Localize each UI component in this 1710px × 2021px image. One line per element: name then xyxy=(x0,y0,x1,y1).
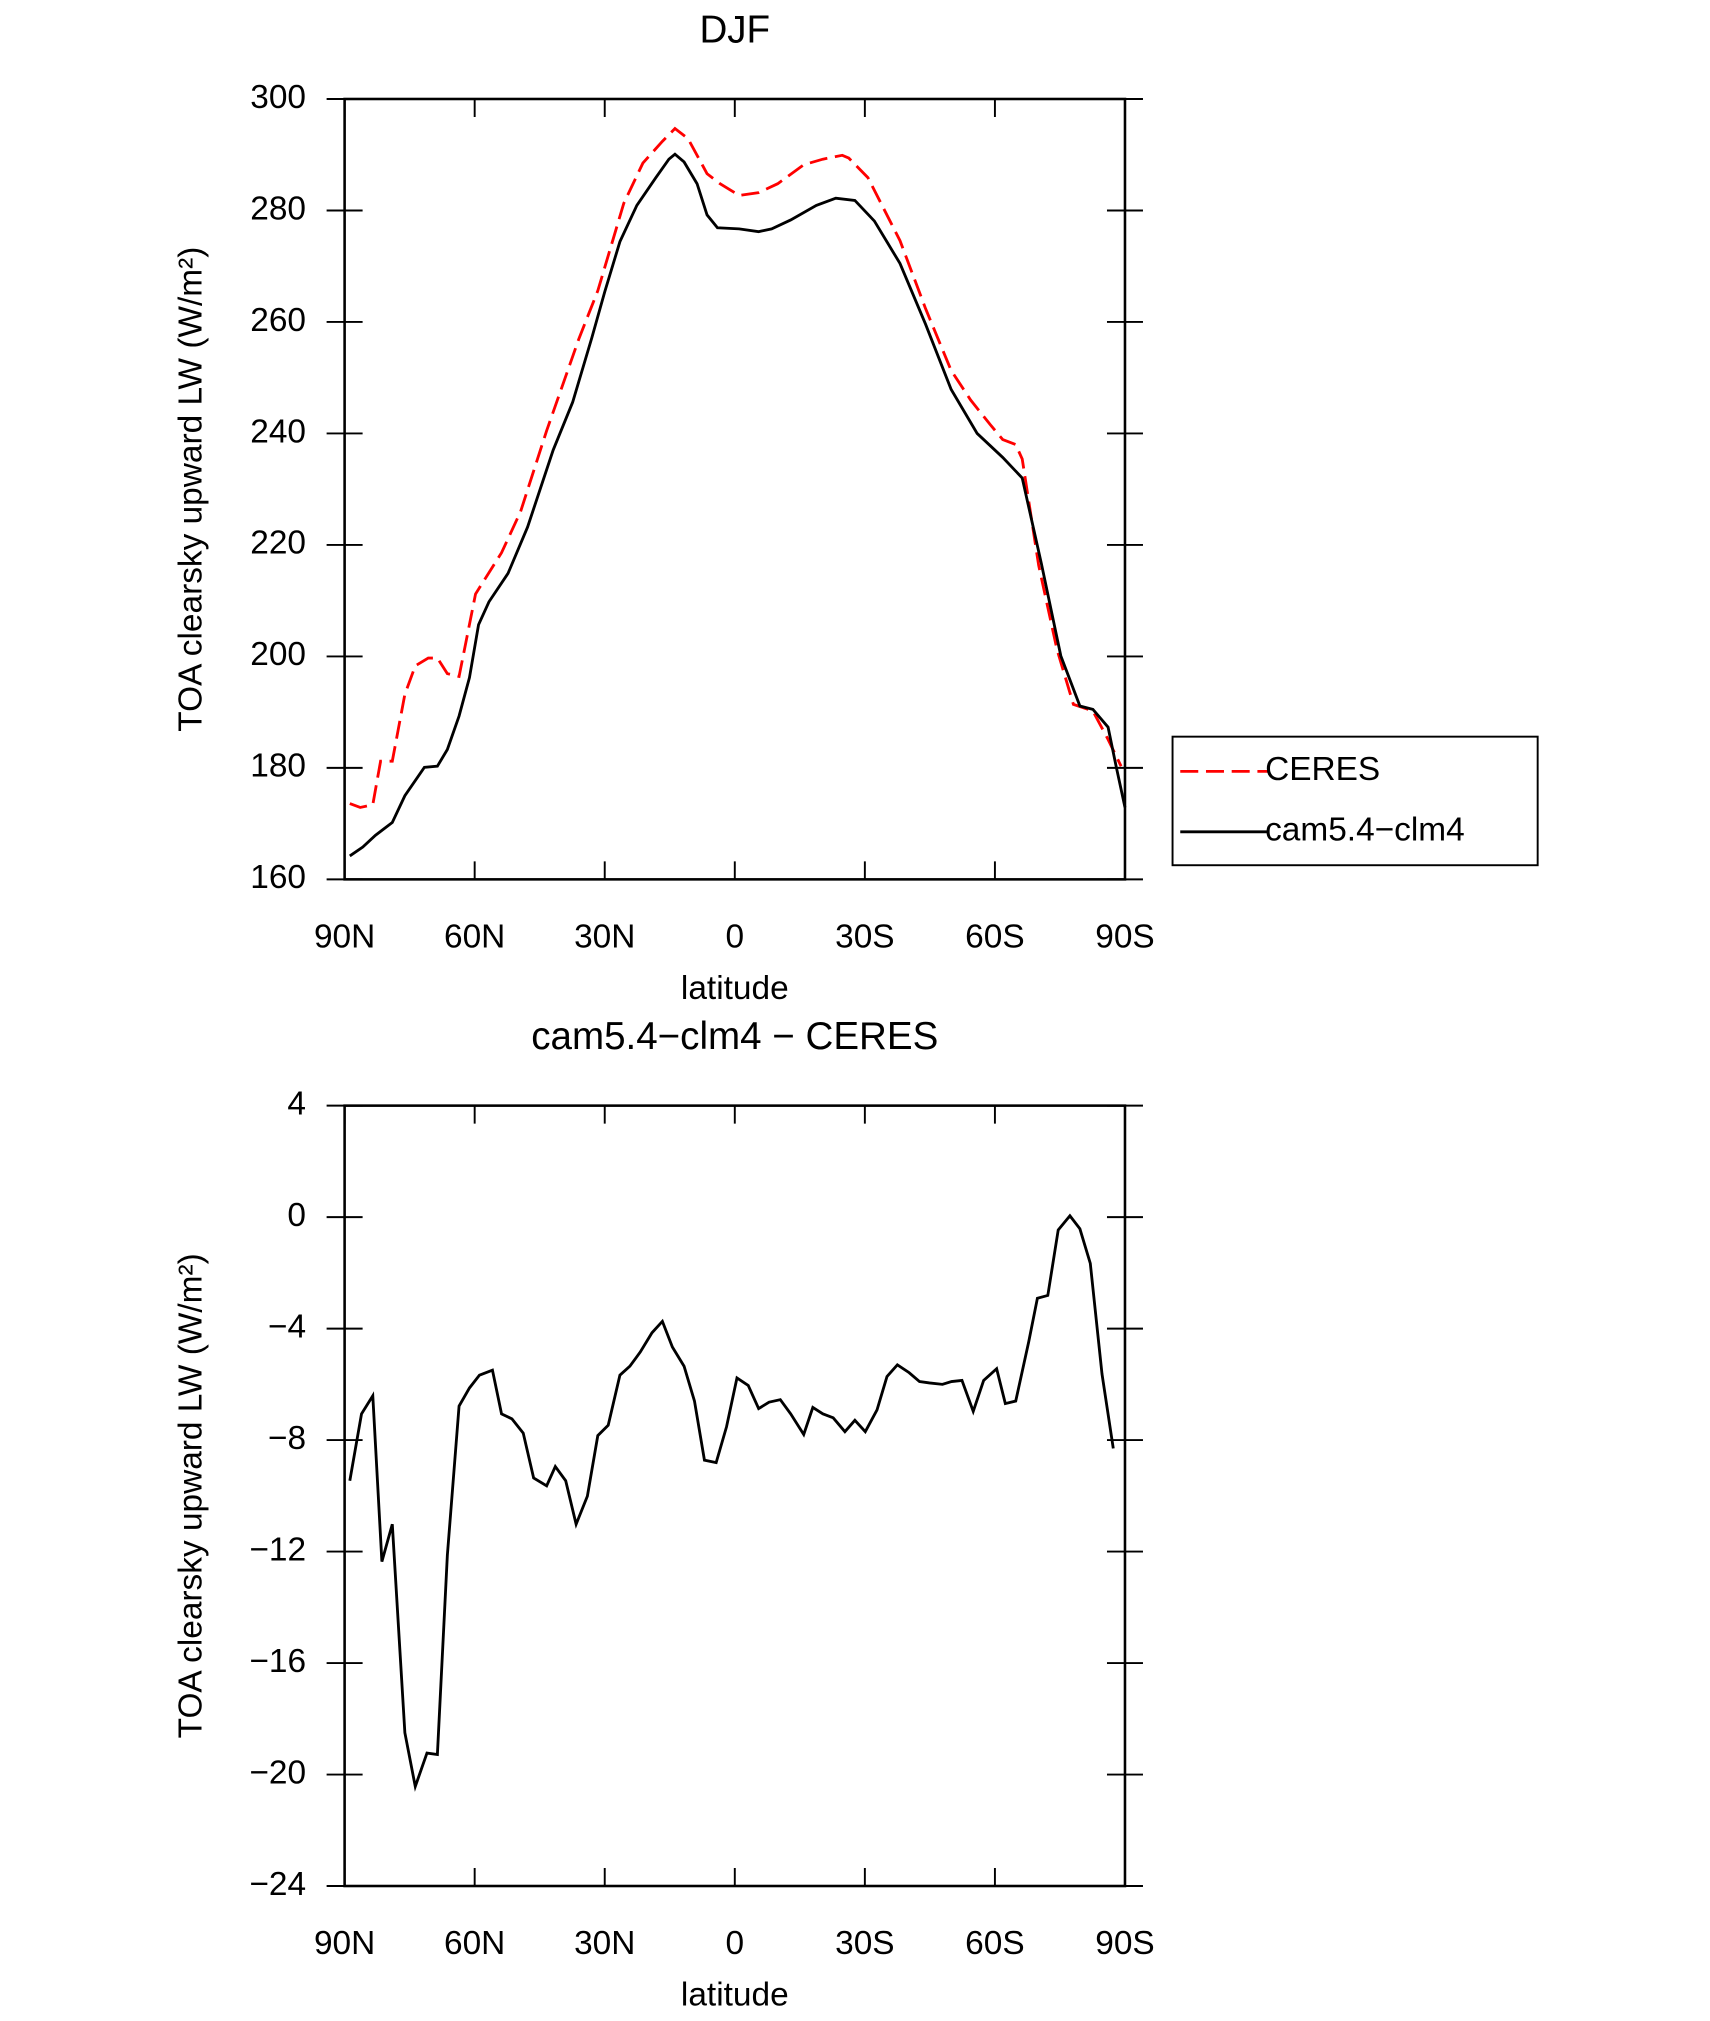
data-line xyxy=(349,152,1127,858)
x-tick-label: 30N xyxy=(574,918,635,955)
y-tick-label: −16 xyxy=(249,1643,306,1680)
x-tick-label: 0 xyxy=(725,918,744,955)
x-tick-label: 60N xyxy=(444,918,505,955)
x-tick-label: 90S xyxy=(1095,1925,1154,1962)
y-tick-label: 160 xyxy=(250,859,306,896)
x-tick-label: 30N xyxy=(574,1925,635,1962)
x-tick-label: 90N xyxy=(314,1925,375,1962)
y-tick-label: 4 xyxy=(287,1085,306,1122)
y-tick-label: 200 xyxy=(250,636,306,673)
data-line xyxy=(349,126,1123,809)
x-tick-label: 60N xyxy=(444,1925,505,1962)
y-tick-label: 0 xyxy=(287,1197,306,1234)
y-tick-label: −4 xyxy=(268,1308,306,1345)
legend-box xyxy=(1171,735,1539,867)
data-line xyxy=(348,1213,1115,1792)
x-axis-label: latitude xyxy=(681,970,789,1007)
y-tick-label: 280 xyxy=(250,190,306,227)
y-tick-label: 300 xyxy=(250,79,306,116)
y-tick-label: 240 xyxy=(250,413,306,450)
x-tick-label: 90S xyxy=(1095,918,1154,955)
y-tick-label: −8 xyxy=(268,1420,306,1457)
y-tick-label: 180 xyxy=(250,748,306,785)
legend-label: cam5.4−clm4 xyxy=(1265,812,1465,849)
x-tick-label: 60S xyxy=(965,918,1024,955)
legend-label: CERES xyxy=(1265,751,1380,788)
chart-title: cam5.4−clm4 − CERES xyxy=(531,1015,938,1058)
y-axis-label: TOA clearsky upward LW (W/m²) xyxy=(173,1253,210,1738)
x-tick-label: 90N xyxy=(314,918,375,955)
chart-title: DJF xyxy=(699,8,770,51)
x-axis-label: latitude xyxy=(681,1976,789,2013)
x-tick-label: 0 xyxy=(725,1925,744,1962)
y-tick-label: −20 xyxy=(249,1754,306,1791)
y-axis-label: TOA clearsky upward LW (W/m²) xyxy=(173,247,210,732)
y-tick-label: 220 xyxy=(250,525,306,562)
x-tick-label: 60S xyxy=(965,1925,1024,1962)
plot-frame xyxy=(343,97,1127,881)
y-tick-label: 260 xyxy=(250,302,306,339)
x-tick-label: 30S xyxy=(835,1925,894,1962)
y-tick-label: −24 xyxy=(249,1866,306,1903)
y-tick-label: −12 xyxy=(249,1531,306,1568)
plot-frame xyxy=(343,1104,1127,1888)
x-tick-label: 30S xyxy=(835,918,894,955)
